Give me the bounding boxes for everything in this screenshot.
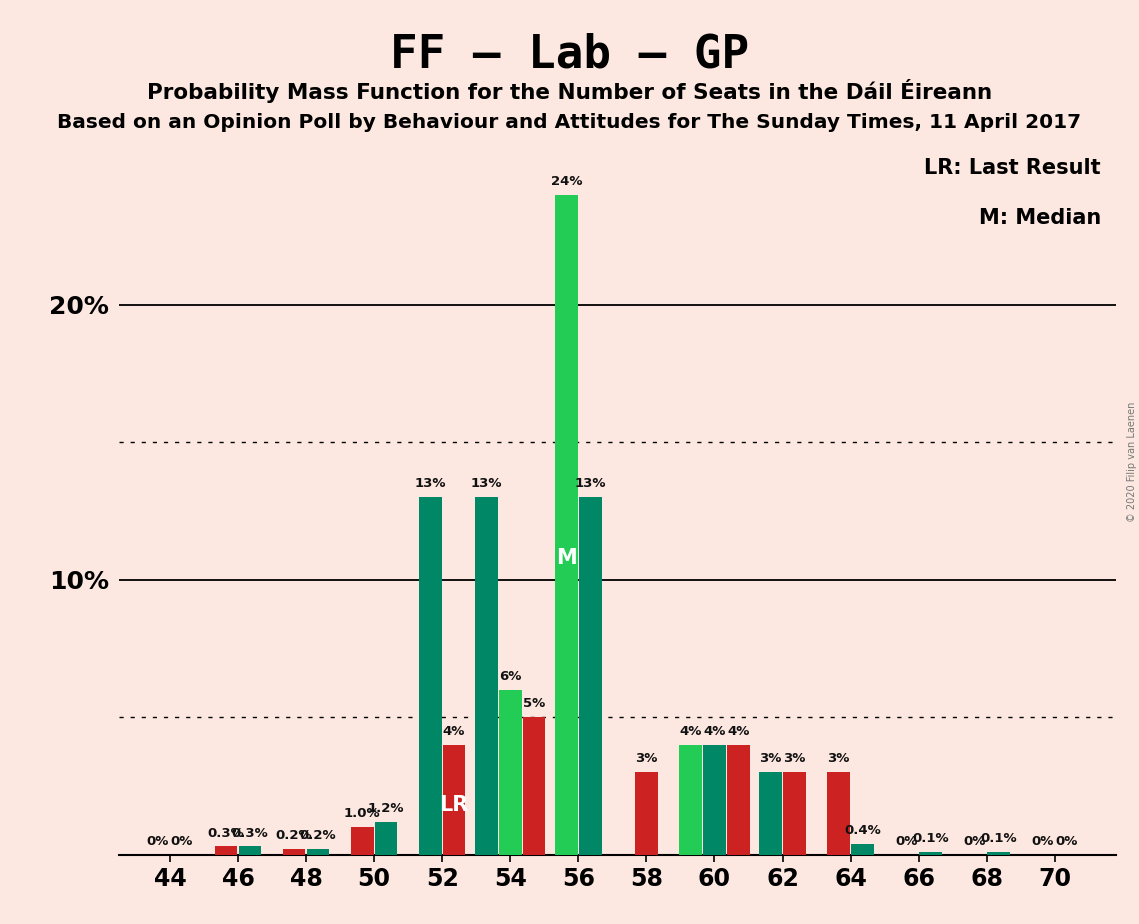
Bar — [523, 717, 546, 855]
Text: FF – Lab – GP: FF – Lab – GP — [390, 32, 749, 78]
Bar — [579, 497, 601, 855]
Bar — [988, 852, 1010, 855]
Text: 24%: 24% — [550, 175, 582, 188]
Text: 3%: 3% — [827, 752, 850, 765]
Bar — [419, 497, 442, 855]
Text: M: M — [556, 548, 576, 567]
Text: 1.0%: 1.0% — [344, 808, 380, 821]
Text: 13%: 13% — [415, 478, 446, 491]
Bar — [375, 821, 398, 855]
Bar — [499, 689, 522, 855]
Text: Probability Mass Function for the Number of Seats in the Dáil Éireann: Probability Mass Function for the Number… — [147, 79, 992, 103]
Bar — [475, 497, 498, 855]
Text: 3%: 3% — [784, 752, 805, 765]
Bar — [827, 772, 850, 855]
Text: 4%: 4% — [703, 724, 726, 738]
Text: 0%: 0% — [147, 835, 170, 848]
Text: 0%: 0% — [1032, 835, 1054, 848]
Text: M: Median: M: Median — [978, 208, 1101, 227]
Text: 0%: 0% — [1056, 835, 1077, 848]
Bar — [555, 195, 577, 855]
Text: 13%: 13% — [574, 478, 606, 491]
Text: 4%: 4% — [443, 724, 466, 738]
Text: 0%: 0% — [895, 835, 918, 848]
Bar — [851, 844, 874, 855]
Text: 0.1%: 0.1% — [981, 833, 1017, 845]
Text: 3%: 3% — [636, 752, 657, 765]
Text: 0.2%: 0.2% — [300, 830, 336, 843]
Bar — [679, 745, 702, 855]
Bar — [238, 846, 261, 855]
Text: 5%: 5% — [523, 698, 546, 711]
Bar — [282, 849, 305, 855]
Text: Based on an Opinion Poll by Behaviour and Attitudes for The Sunday Times, 11 Apr: Based on an Opinion Poll by Behaviour an… — [57, 113, 1082, 132]
Text: 1.2%: 1.2% — [368, 802, 404, 815]
Text: 13%: 13% — [470, 478, 502, 491]
Text: 3%: 3% — [760, 752, 781, 765]
Text: 0.3%: 0.3% — [207, 827, 245, 840]
Text: 0.1%: 0.1% — [912, 833, 949, 845]
Text: 0.2%: 0.2% — [276, 830, 312, 843]
Text: © 2020 Filip van Laenen: © 2020 Filip van Laenen — [1126, 402, 1137, 522]
Text: 0%: 0% — [171, 835, 192, 848]
Bar — [636, 772, 657, 855]
Bar — [703, 745, 726, 855]
Bar — [727, 745, 749, 855]
Bar — [784, 772, 805, 855]
Bar — [919, 852, 942, 855]
Bar — [760, 772, 781, 855]
Bar — [443, 745, 466, 855]
Text: LR: Last Result: LR: Last Result — [925, 158, 1101, 177]
Bar — [306, 849, 329, 855]
Text: LR: LR — [440, 796, 469, 815]
Text: 0%: 0% — [964, 835, 986, 848]
Bar — [351, 827, 374, 855]
Bar — [215, 846, 237, 855]
Text: 0.3%: 0.3% — [231, 827, 269, 840]
Text: 4%: 4% — [680, 724, 702, 738]
Text: 0.4%: 0.4% — [844, 824, 880, 837]
Text: 4%: 4% — [727, 724, 749, 738]
Text: 6%: 6% — [499, 670, 522, 683]
